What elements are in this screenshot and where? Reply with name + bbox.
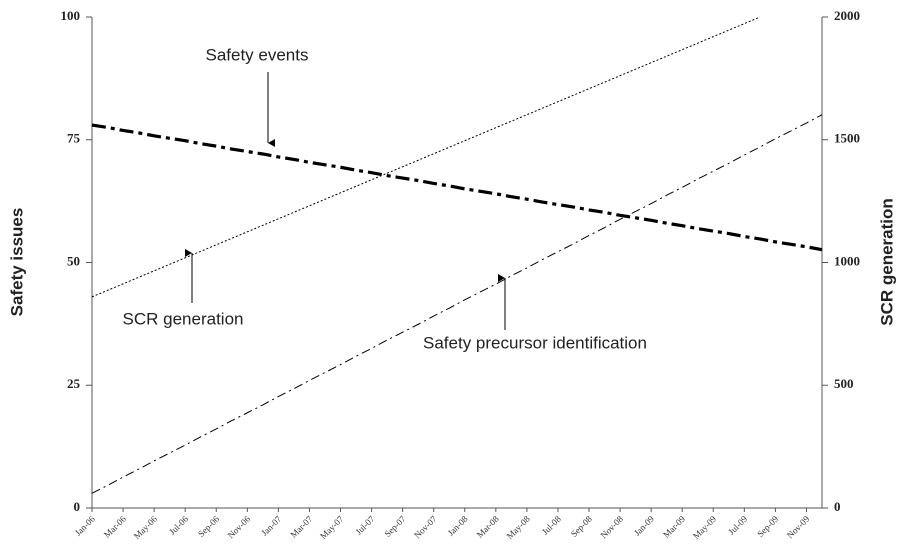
x-tick-label: Nov-07 <box>412 513 439 540</box>
y2-axis-title: SCR generation <box>877 198 896 326</box>
x-tick-label: Nov-06 <box>226 513 253 540</box>
x-tick-label: Sep-07 <box>382 513 407 538</box>
series-line <box>91 123 823 252</box>
y2-tick-label: 500 <box>834 376 854 391</box>
y-tick-label: 100 <box>61 8 81 23</box>
x-tick-label: May-09 <box>691 513 719 541</box>
x-tick-label: Sep-09 <box>755 513 780 538</box>
annotation: Safety events <box>205 45 308 64</box>
x-tick-label: Jul-07 <box>353 513 376 536</box>
x-tick-label: Jul-06 <box>167 513 190 536</box>
x-tick-label: May-07 <box>318 513 346 541</box>
y-tick-label: 50 <box>67 253 80 268</box>
y2-tick-label: 2000 <box>834 8 860 23</box>
x-tick-label: Mar-06 <box>102 513 128 539</box>
x-tick-label: Sep-08 <box>569 513 594 538</box>
x-tick-label: Sep-06 <box>196 513 221 538</box>
y-tick-label: 75 <box>67 131 81 146</box>
y2-tick-label: 0 <box>834 499 841 514</box>
x-tick-label: Mar-09 <box>661 513 687 539</box>
x-tick-label: May-06 <box>132 513 160 541</box>
x-tick-label: Jan-07 <box>259 513 283 537</box>
annotation: Safety precursor identification <box>423 333 647 352</box>
series-line <box>91 16 761 298</box>
y2-tick-label: 1500 <box>834 131 860 146</box>
series-line <box>91 114 823 494</box>
x-tick-label: Jul-08 <box>540 513 563 536</box>
y2-tick-label: 1000 <box>834 253 860 268</box>
x-tick-label: Nov-09 <box>785 513 812 540</box>
x-tick-label: Nov-08 <box>598 513 625 540</box>
x-tick-label: May-08 <box>505 513 533 541</box>
x-tick-label: Jul-09 <box>726 513 749 536</box>
x-tick-label: Mar-07 <box>288 513 314 539</box>
y-axis-title: Safety issues <box>7 208 26 317</box>
y-tick-label: 25 <box>67 376 81 391</box>
y-tick-label: 0 <box>74 499 81 514</box>
x-tick-label: Jan-08 <box>446 513 470 537</box>
x-tick-label: Jan-09 <box>632 513 656 537</box>
annotation: SCR generation <box>123 309 244 328</box>
x-tick-label: Jan-06 <box>73 513 97 537</box>
x-tick-label: Mar-08 <box>475 513 501 539</box>
